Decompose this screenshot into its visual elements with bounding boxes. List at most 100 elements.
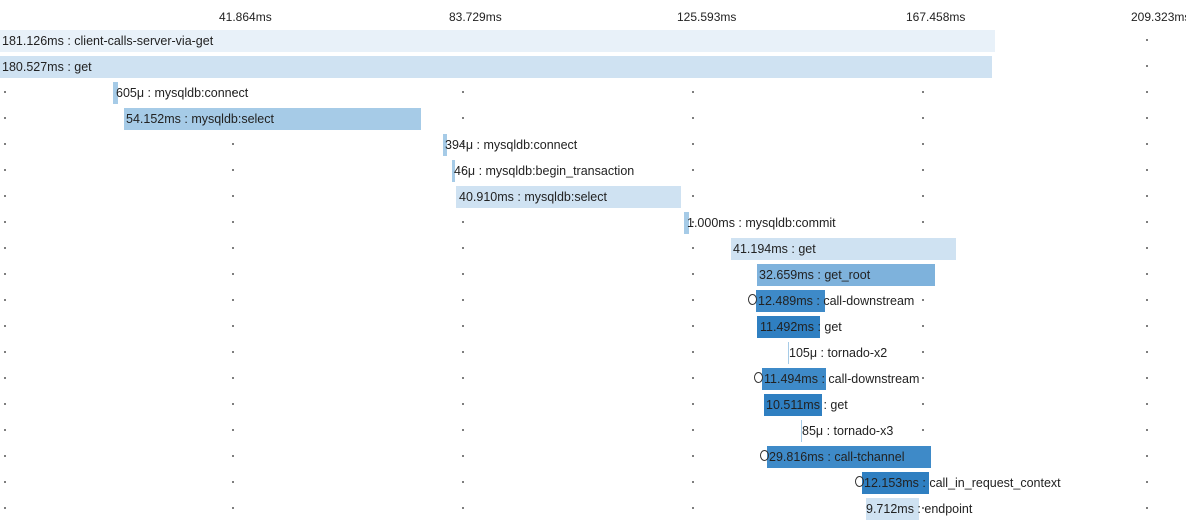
span-row[interactable]: 85μ : tornado-x3 — [0, 418, 1186, 444]
circle-icon[interactable] — [748, 294, 757, 305]
grid-dot — [4, 481, 6, 483]
span-label: 10.511ms : get — [766, 398, 848, 412]
grid-dot — [4, 195, 6, 197]
grid-dot — [462, 273, 464, 275]
span-row[interactable]: 181.126ms : client-calls-server-via-get — [0, 28, 1186, 54]
grid-dot — [462, 377, 464, 379]
span-row[interactable]: 12.153ms : call_in_request_context — [0, 470, 1186, 496]
span-row[interactable]: 12.489ms : call-downstream — [0, 288, 1186, 314]
grid-dot — [922, 403, 924, 405]
span-label: 181.126ms : client-calls-server-via-get — [2, 34, 214, 48]
grid-dot — [232, 403, 234, 405]
grid-dot — [922, 377, 924, 379]
grid-dot — [4, 299, 6, 301]
span-row[interactable]: 29.816ms : call-tchannel — [0, 444, 1186, 470]
span-label: 394μ : mysqldb:connect — [445, 138, 578, 152]
grid-dot — [1146, 273, 1148, 275]
grid-dot — [4, 455, 6, 457]
grid-dot — [232, 351, 234, 353]
span-row[interactable]: 46μ : mysqldb:begin_transaction — [0, 158, 1186, 184]
grid-dot — [4, 273, 6, 275]
circle-icon[interactable] — [760, 450, 769, 461]
grid-dot — [922, 325, 924, 327]
circle-icon[interactable] — [855, 476, 864, 487]
span-bar[interactable] — [788, 342, 789, 364]
grid-dot — [232, 325, 234, 327]
grid-dot — [692, 325, 694, 327]
grid-dot — [1146, 91, 1148, 93]
grid-dot — [1146, 377, 1148, 379]
span-bar[interactable] — [757, 316, 820, 338]
span-bar[interactable] — [762, 368, 826, 390]
span-label: 11.494ms : call-downstream — [764, 372, 920, 386]
span-bar[interactable] — [731, 238, 956, 260]
span-bar[interactable] — [684, 212, 689, 234]
grid-dot — [692, 481, 694, 483]
span-row[interactable]: 394μ : mysqldb:connect — [0, 132, 1186, 158]
span-row[interactable]: 41.194ms : get — [0, 236, 1186, 262]
grid-dot — [232, 377, 234, 379]
span-row[interactable]: 54.152ms : mysqldb:select — [0, 106, 1186, 132]
span-bar[interactable] — [801, 420, 802, 442]
grid-dot — [232, 273, 234, 275]
span-row[interactable]: 180.527ms : get — [0, 54, 1186, 80]
span-row[interactable]: 32.659ms : get_root — [0, 262, 1186, 288]
span-bar[interactable] — [452, 160, 455, 182]
time-axis-header: 41.864ms 83.729ms 125.593ms 167.458ms 20… — [0, 0, 1186, 28]
grid-dot — [1146, 143, 1148, 145]
grid-dot — [4, 143, 6, 145]
grid-dot — [4, 169, 6, 171]
span-bar[interactable] — [443, 134, 447, 156]
span-row[interactable]: 11.492ms : get — [0, 314, 1186, 340]
span-bar[interactable] — [767, 446, 931, 468]
grid-dot — [692, 351, 694, 353]
span-bar[interactable] — [862, 472, 929, 494]
grid-dot — [462, 507, 464, 509]
span-label: 11.492ms : get — [760, 320, 842, 334]
time-tick-label: 125.593ms — [677, 10, 737, 24]
span-row[interactable]: 605μ : mysqldb:connect — [0, 80, 1186, 106]
circle-icon[interactable] — [754, 372, 763, 383]
span-bar[interactable] — [756, 290, 825, 312]
span-row[interactable]: 40.910ms : mysqldb:select — [0, 184, 1186, 210]
grid-dot — [692, 403, 694, 405]
grid-dot — [4, 247, 6, 249]
span-bar[interactable] — [124, 108, 421, 130]
span-bar[interactable] — [866, 498, 919, 520]
grid-dot — [692, 143, 694, 145]
grid-dot — [232, 143, 234, 145]
span-bar[interactable] — [0, 30, 995, 52]
grid-dot — [4, 507, 6, 509]
time-tick-label: 209.323ms — [1131, 10, 1186, 24]
grid-dot — [692, 117, 694, 119]
span-label: 40.910ms : mysqldb:select — [459, 190, 607, 204]
span-label: 32.659ms : get_root — [759, 268, 871, 282]
grid-dot — [462, 169, 464, 171]
grid-dot — [4, 403, 6, 405]
span-label: 29.816ms : call-tchannel — [769, 450, 905, 464]
span-bar[interactable] — [764, 394, 822, 416]
span-row[interactable]: 9.712ms : endpoint — [0, 496, 1186, 522]
grid-dot — [692, 195, 694, 197]
span-rows: 181.126ms : client-calls-server-via-get 1… — [0, 28, 1186, 532]
grid-dot — [4, 429, 6, 431]
span-row[interactable]: 105μ : tornado-x2 — [0, 340, 1186, 366]
span-label: 12.153ms : call_in_request_context — [864, 476, 1061, 490]
grid-dot — [462, 247, 464, 249]
span-row[interactable]: 1.000ms : mysqldb:commit — [0, 210, 1186, 236]
span-label: 54.152ms : mysqldb:select — [126, 112, 274, 126]
grid-dot — [692, 221, 694, 223]
grid-dot — [462, 351, 464, 353]
span-bar[interactable] — [757, 264, 935, 286]
grid-dot — [1146, 65, 1148, 67]
grid-dot — [232, 221, 234, 223]
time-tick-label: 167.458ms — [906, 10, 966, 24]
span-label: 105μ : tornado-x2 — [789, 346, 888, 360]
grid-dot — [4, 91, 6, 93]
span-bar[interactable] — [113, 82, 118, 104]
span-row[interactable]: 10.511ms : get — [0, 392, 1186, 418]
span-row[interactable]: 11.494ms : call-downstream — [0, 366, 1186, 392]
span-bar[interactable] — [0, 56, 992, 78]
span-label: 1.000ms : mysqldb:commit — [687, 216, 836, 230]
span-bar[interactable] — [456, 186, 681, 208]
